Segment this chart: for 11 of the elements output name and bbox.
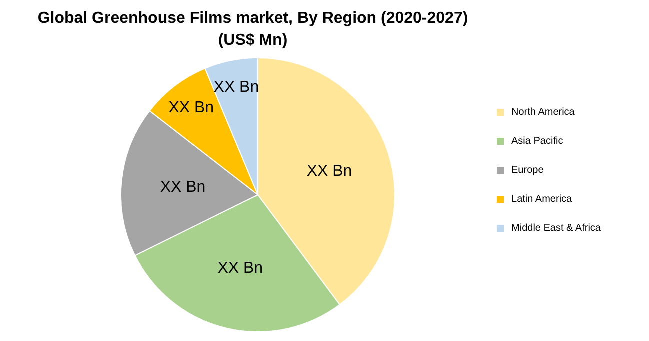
chart-title: Global Greenhouse Films market, By Region (2020-2027) (US$ Mn) bbox=[36, 9, 470, 51]
data-label: XX Bn bbox=[306, 162, 352, 180]
legend-label: Europe bbox=[512, 165, 544, 176]
legend-label: North America bbox=[512, 107, 575, 118]
legend-label: Latin America bbox=[512, 194, 572, 205]
legend-label: Middle East & Africa bbox=[512, 223, 601, 234]
data-label: XX Bn bbox=[214, 79, 260, 96]
data-label: XX Bn bbox=[160, 178, 206, 196]
data-label: XX Bn bbox=[168, 99, 214, 116]
data-label: XX Bn bbox=[218, 260, 264, 277]
legend-label: Asia Pacific bbox=[512, 136, 564, 147]
